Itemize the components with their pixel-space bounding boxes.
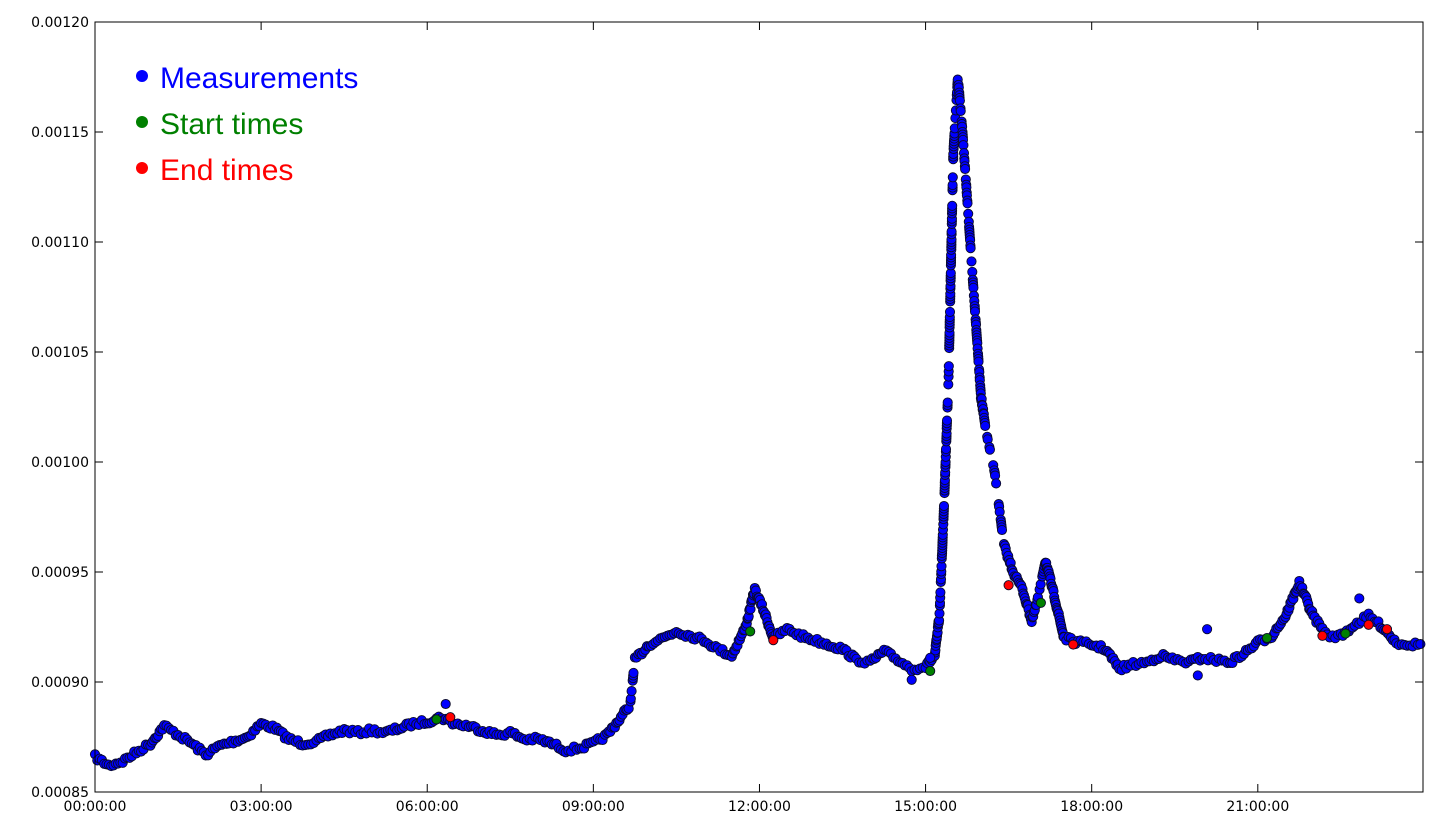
- measurement-point: [628, 667, 639, 678]
- y-tick-label: 0.00105: [31, 345, 89, 361]
- start-time-point: [1035, 597, 1046, 608]
- measurement-point: [966, 256, 977, 267]
- y-tick-label: 0.00085: [31, 785, 89, 801]
- measurement-point: [984, 444, 995, 455]
- measurement-point: [941, 415, 953, 426]
- end-time-point: [1003, 580, 1014, 591]
- measurement-point: [947, 200, 958, 211]
- measurement-point: [943, 361, 954, 372]
- legend-marker: [136, 162, 148, 174]
- end-time-point: [1068, 639, 1079, 650]
- measurement-point: [962, 198, 973, 209]
- measurement-point: [996, 524, 1008, 536]
- legend-label: Measurements: [160, 62, 358, 95]
- y-tick-label: 0.00100: [31, 455, 89, 471]
- x-tick-label: 15:00:00: [894, 799, 957, 815]
- measurement-point: [980, 420, 991, 431]
- measurement-point: [965, 243, 976, 254]
- x-tick-label: 03:00:00: [230, 799, 293, 815]
- start-time-point: [431, 714, 442, 725]
- end-time-point: [1381, 624, 1393, 635]
- measurement-point: [991, 478, 1002, 489]
- legend: Measurements Start times End times: [136, 62, 358, 187]
- measurement-point: [626, 686, 637, 697]
- measurement-point: [1202, 624, 1213, 635]
- y-tick-label: 0.00115: [31, 125, 89, 141]
- measurement-point: [955, 105, 966, 117]
- end-time-point: [1317, 630, 1328, 641]
- measurement-point: [960, 163, 971, 175]
- end-time-point: [1363, 619, 1374, 630]
- measurement-point: [944, 306, 956, 317]
- measurement-point: [440, 698, 451, 710]
- legend-label: End times: [160, 154, 293, 187]
- end-time-point: [768, 635, 779, 646]
- x-tick-label: 09:00:00: [562, 799, 625, 815]
- y-tick-label: 0.00095: [31, 565, 89, 581]
- measurement-point: [1354, 593, 1365, 604]
- legend-label: Start times: [160, 108, 303, 141]
- y-tick-label: 0.00110: [31, 235, 89, 251]
- y-tick-label: 0.00090: [31, 675, 89, 691]
- legend-marker: [136, 116, 148, 128]
- start-time-point: [1261, 632, 1273, 644]
- measurement-point: [906, 674, 917, 685]
- start-time-point: [1340, 628, 1351, 639]
- measurement-point: [925, 652, 936, 663]
- y-tick-label: 0.00120: [31, 15, 89, 31]
- x-tick-label: 21:00:00: [1226, 799, 1289, 815]
- measurement-point: [1192, 670, 1203, 681]
- measurement-point: [935, 587, 946, 598]
- end-time-point: [445, 712, 456, 723]
- start-time-point: [925, 665, 936, 677]
- x-tick-label: 06:00:00: [396, 799, 459, 815]
- measurement-point: [942, 397, 953, 408]
- start-time-point: [745, 626, 756, 637]
- measurement-point: [947, 172, 958, 183]
- measurement-point: [1415, 639, 1426, 650]
- x-tick-label: 18:00:00: [1060, 799, 1123, 815]
- legend-marker: [136, 70, 148, 82]
- measurement-point: [938, 500, 950, 512]
- x-tick-label: 00:00:00: [64, 799, 127, 815]
- x-tick-label: 12:00:00: [728, 799, 791, 815]
